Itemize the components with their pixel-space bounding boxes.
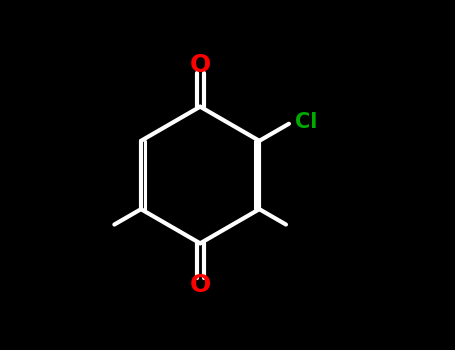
Text: Cl: Cl [295, 112, 318, 132]
Text: O: O [190, 273, 211, 297]
Text: O: O [190, 53, 211, 77]
